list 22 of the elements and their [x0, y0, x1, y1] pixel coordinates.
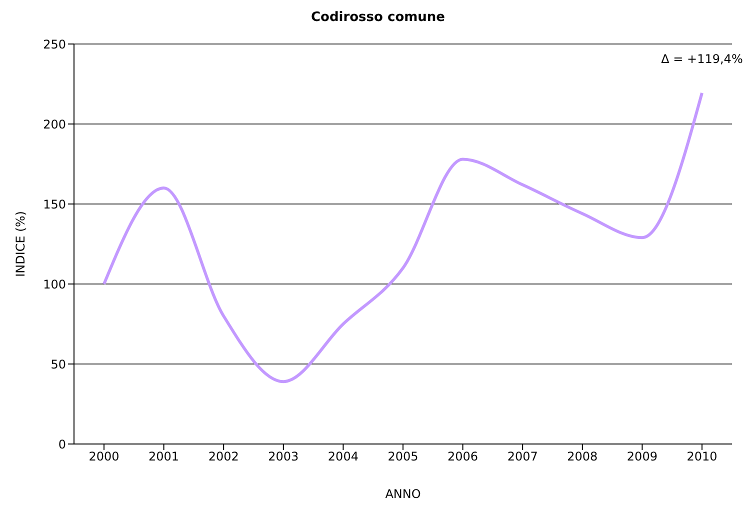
- x-tick-label: 2008: [567, 450, 598, 464]
- x-tick-label: 2006: [448, 450, 478, 464]
- x-tick-label: 2003: [268, 450, 299, 464]
- x-axis-title: ANNO: [385, 487, 421, 501]
- annotation: Δ = +119,4%: [661, 52, 743, 66]
- y-tick-label: 200: [43, 117, 66, 132]
- x-tick-label: 2001: [148, 450, 180, 464]
- y-tick-label: 150: [43, 197, 66, 212]
- y-axis-title: INDICE (%): [13, 211, 28, 277]
- x-tick-label: 2010: [686, 450, 718, 464]
- x-tick-label: 2000: [88, 450, 120, 464]
- x-tick-label: 2007: [507, 450, 538, 464]
- chart-title: Codirosso comune: [310, 10, 446, 25]
- y-tick-label: 250: [43, 37, 66, 52]
- x-tick-label: 2005: [388, 450, 418, 464]
- line-series: [102, 91, 704, 384]
- x-tick-label: 2009: [626, 450, 658, 464]
- y-tick-label: 0: [58, 437, 66, 452]
- y-tick-label: 50: [50, 357, 66, 372]
- y-tick-label: 100: [43, 277, 66, 292]
- x-tick-label: 2004: [328, 450, 358, 464]
- x-tick-label: 2002: [208, 450, 239, 464]
